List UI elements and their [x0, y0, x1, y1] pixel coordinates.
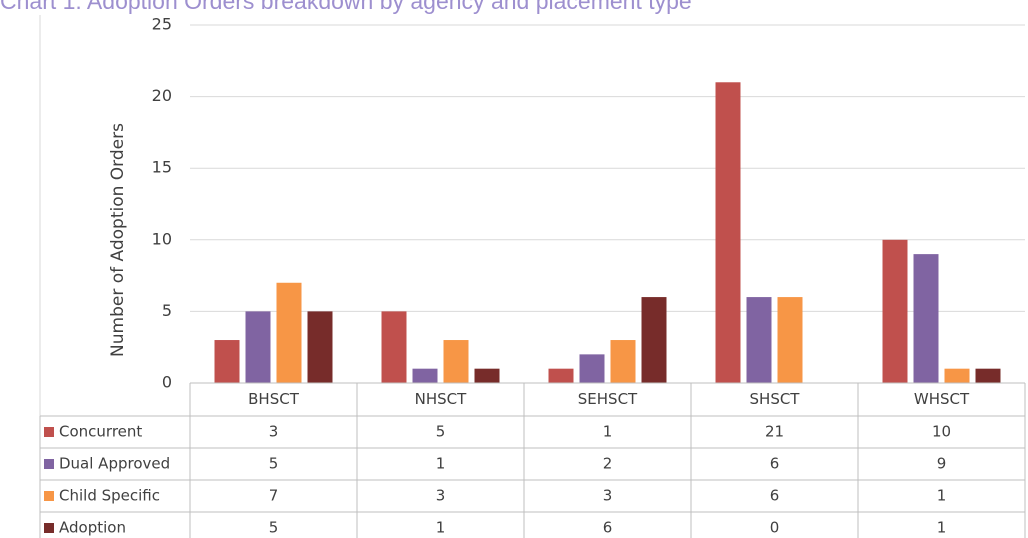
bar [412, 368, 438, 383]
bar [882, 239, 908, 383]
legend-swatch [44, 427, 54, 437]
table-cell: 5 [269, 519, 279, 537]
bar [307, 311, 333, 383]
table-cell: 3 [269, 423, 279, 441]
legend-swatch [44, 523, 54, 533]
bar [641, 297, 667, 383]
bar [245, 311, 271, 383]
bar [715, 82, 741, 383]
y-tick-label: 5 [162, 301, 172, 320]
table-cell: 10 [932, 423, 951, 441]
table-cell: 5 [269, 455, 279, 473]
x-tick-label: WHSCT [914, 390, 970, 408]
table-cell: 21 [765, 423, 784, 441]
table-cell: 0 [770, 519, 780, 537]
bar [381, 311, 407, 383]
x-tick-label: SEHSCT [578, 390, 638, 408]
bar [746, 297, 772, 383]
y-tick-label: 0 [162, 373, 172, 392]
legend-label: Concurrent [59, 423, 142, 441]
table-cell: 1 [937, 519, 947, 537]
legend-swatch [44, 491, 54, 501]
y-tick-label: 10 [152, 229, 172, 248]
y-tick-label: 20 [152, 86, 172, 105]
bar [913, 254, 939, 383]
y-tick-label: 25 [152, 15, 172, 34]
table-cell: 1 [436, 455, 446, 473]
x-tick-label: NHSCT [415, 390, 467, 408]
bar [579, 354, 605, 383]
bar [443, 340, 469, 383]
bar [975, 368, 1001, 383]
table-cell: 2 [603, 455, 613, 473]
x-tick-label: SHSCT [750, 390, 801, 408]
bar [276, 282, 302, 383]
chart-title: Chart 1: Adoption Orders breakdown by ag… [0, 0, 692, 14]
bar [777, 297, 803, 383]
legend-label: Dual Approved [59, 455, 170, 473]
table-cell: 6 [770, 487, 780, 505]
table-cell: 3 [603, 487, 613, 505]
table-cell: 6 [603, 519, 613, 537]
x-tick-label: BHSCT [248, 390, 300, 408]
table-cell: 9 [937, 455, 947, 473]
table-cell: 1 [603, 423, 613, 441]
bar [214, 340, 240, 383]
y-tick-label: 15 [152, 158, 172, 177]
bar [474, 368, 500, 383]
legend-label: Child Specific [59, 487, 160, 505]
table-cell: 1 [436, 519, 446, 537]
table-cell: 5 [436, 423, 446, 441]
bar [610, 340, 636, 383]
table-cell: 3 [436, 487, 446, 505]
y-axis-label: Number of Adoption Orders [108, 123, 128, 357]
legend-swatch [44, 459, 54, 469]
table-cell: 1 [937, 487, 947, 505]
legend-label: Adoption [59, 519, 126, 537]
table-cell: 6 [770, 455, 780, 473]
table-cell: 7 [269, 487, 279, 505]
bar [944, 368, 970, 383]
bar [548, 368, 574, 383]
